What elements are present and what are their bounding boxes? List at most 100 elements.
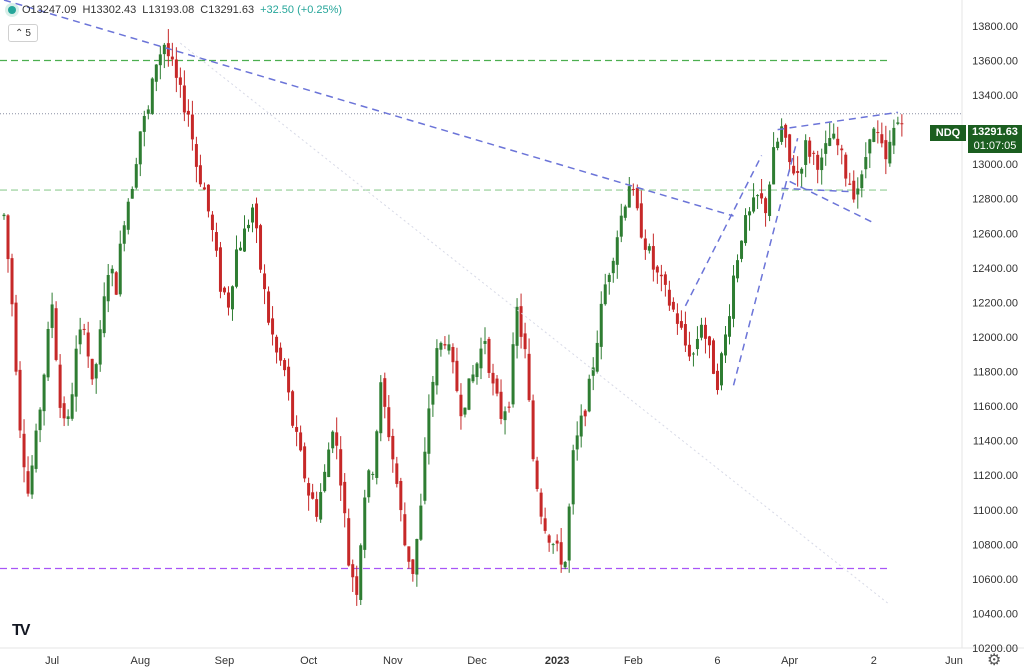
y-tick-label: 10400.00 xyxy=(972,608,1018,620)
trendline-major-downtrend xyxy=(3,0,734,217)
candle-body xyxy=(367,470,371,498)
candle-body xyxy=(375,431,379,478)
candle-body xyxy=(331,431,335,449)
candle-body xyxy=(122,225,126,244)
indicators-count: 5 xyxy=(25,27,31,39)
candle-body xyxy=(495,378,499,394)
x-tick-label: Jul xyxy=(45,655,59,667)
candle-body xyxy=(275,336,279,353)
candle-body xyxy=(547,535,551,543)
candle-body xyxy=(78,329,82,345)
candle-body xyxy=(371,473,375,475)
candle-body xyxy=(691,353,695,355)
candle-body xyxy=(347,518,351,566)
candle-body xyxy=(820,157,824,171)
candle-body xyxy=(447,344,451,351)
candle-body xyxy=(198,165,202,185)
candle-body xyxy=(695,338,699,350)
candle-body xyxy=(876,132,880,134)
y-tick-label: 10800.00 xyxy=(972,539,1018,551)
candle-body xyxy=(70,394,74,419)
candle-body xyxy=(499,391,503,419)
candle-body xyxy=(431,381,435,405)
candle-body xyxy=(395,463,399,484)
candle-body xyxy=(595,342,599,372)
gear-icon[interactable]: ⚙ xyxy=(987,652,1002,669)
y-tick-label: 13800.00 xyxy=(972,21,1018,33)
candle-body xyxy=(724,334,727,356)
candle-body xyxy=(667,289,671,306)
candle-body xyxy=(243,228,246,252)
candle-body xyxy=(166,43,170,57)
candle-body xyxy=(655,266,659,273)
candle-body xyxy=(852,180,856,200)
candle-body xyxy=(255,203,259,229)
candle-body xyxy=(42,374,46,412)
candle-body xyxy=(511,344,515,405)
candle-body xyxy=(784,124,788,138)
y-tick-label: 12800.00 xyxy=(972,194,1018,206)
candle-body xyxy=(844,154,848,179)
candle-body xyxy=(675,313,679,324)
candle-body xyxy=(603,284,607,305)
candle-body xyxy=(647,246,651,251)
candle-body xyxy=(748,211,752,216)
candle-body xyxy=(226,292,230,308)
candle-body xyxy=(715,370,719,391)
candle-body xyxy=(579,415,583,437)
candle-body xyxy=(539,492,543,517)
candle-body xyxy=(740,240,744,259)
candle-body xyxy=(50,304,54,328)
candle-body xyxy=(459,394,463,417)
candle-body xyxy=(896,122,900,124)
indicators-toggle-button[interactable]: ⌃ 5 xyxy=(8,24,38,42)
candle-body xyxy=(138,131,142,165)
trendline-channel-top xyxy=(777,111,898,131)
candle-body xyxy=(22,433,26,468)
candle-body xyxy=(599,303,603,347)
candle-body xyxy=(900,123,904,125)
candle-body xyxy=(90,358,94,380)
change-value: +32.50 (+0.25%) xyxy=(260,4,343,16)
candle-body xyxy=(732,275,736,319)
candle-body xyxy=(259,225,263,270)
candle-body xyxy=(383,378,387,407)
countdown-tag: 01:07:05 xyxy=(968,139,1022,153)
candle-body xyxy=(182,85,186,113)
candle-body xyxy=(218,247,222,292)
candle-body xyxy=(780,126,784,142)
candle-body xyxy=(411,559,415,574)
candle-body xyxy=(491,372,495,384)
candle-body xyxy=(800,168,804,174)
x-tick-label: Dec xyxy=(467,655,487,667)
low-value: L13193.08 xyxy=(142,4,195,16)
candle-body xyxy=(74,348,78,397)
candle-body xyxy=(315,499,319,517)
candle-body xyxy=(267,291,271,323)
candle-body xyxy=(663,274,667,285)
candle-body xyxy=(279,347,283,361)
trendline-wedge-lower-left xyxy=(732,138,799,386)
candle-body xyxy=(263,273,267,290)
candle-body xyxy=(567,506,571,561)
x-tick-label: Jun xyxy=(945,655,963,667)
candle-body xyxy=(110,268,114,274)
candle-body xyxy=(158,54,162,66)
candle-body xyxy=(884,140,888,160)
candle-body xyxy=(62,403,66,419)
candle-body xyxy=(796,171,800,173)
candle-body xyxy=(94,364,98,379)
tradingview-logo[interactable]: TV xyxy=(12,622,31,639)
candle-body xyxy=(840,148,844,151)
candle-body xyxy=(134,164,138,188)
x-tick-label: 2 xyxy=(871,655,877,667)
candle-body xyxy=(415,538,419,575)
y-tick-label: 11800.00 xyxy=(973,367,1018,379)
candle-body xyxy=(555,540,559,544)
candle-body xyxy=(559,542,563,565)
candle-body xyxy=(339,449,343,486)
candle-body xyxy=(832,133,836,139)
candle-body xyxy=(210,214,214,231)
candle-body xyxy=(162,44,166,55)
